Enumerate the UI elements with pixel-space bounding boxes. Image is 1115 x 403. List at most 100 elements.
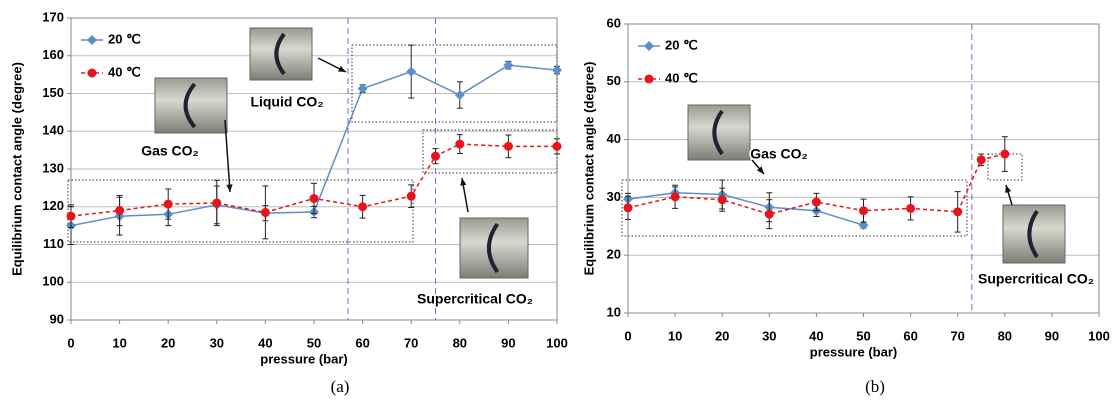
annotation: Gas CO₂ [141, 143, 199, 159]
legend-label: 40 ℃ [665, 70, 698, 85]
legend-marker [644, 41, 654, 51]
y-tick-label: 110 [43, 236, 64, 251]
annotation: Supercritical CO₂ [417, 291, 533, 307]
point [503, 141, 513, 151]
x-tick-label: 100 [546, 335, 568, 350]
annotation: Liquid CO₂ [250, 94, 323, 110]
x-tick-label: 10 [112, 335, 126, 350]
legend-label: 40 ℃ [108, 64, 141, 79]
y-tick-label: 40 [607, 131, 621, 146]
x-axis-label: pressure (bar) [260, 351, 347, 366]
point [406, 191, 416, 201]
y-tick-label: 10 [607, 304, 621, 319]
arrow-head [1005, 185, 1012, 193]
x-tick-label: 10 [668, 328, 682, 343]
droplet-edge [183, 82, 197, 129]
annotation: Supercritical CO₂ [978, 271, 1094, 287]
x-tick-label: 100 [1088, 328, 1110, 343]
legend-marker [87, 68, 97, 78]
y-tick-label: 20 [607, 247, 621, 262]
point [309, 193, 319, 203]
y-tick-label: 30 [607, 189, 621, 204]
series-line [70, 143, 557, 217]
x-tick-label: 60 [355, 335, 369, 350]
point [163, 199, 173, 209]
arrow-head [756, 166, 764, 174]
series-line [627, 192, 864, 226]
point [115, 206, 125, 216]
region-box [621, 179, 968, 237]
y-tick-label: 130 [42, 160, 64, 175]
x-tick-label: 80 [998, 328, 1012, 343]
y-axis-label: Equilibrium contact angle (degree) [581, 62, 596, 276]
point [859, 206, 868, 216]
droplet-edge [1027, 209, 1039, 259]
x-tick-label: 0 [624, 328, 631, 343]
arrow-head [460, 178, 467, 186]
point [953, 207, 963, 217]
point [764, 209, 774, 219]
region-box [422, 129, 558, 174]
legend-marker [644, 74, 654, 84]
x-tick-label: 40 [258, 335, 272, 350]
y-tick-label: 160 [42, 47, 64, 62]
droplet-edge [274, 32, 286, 76]
region-box [987, 153, 1023, 181]
point [552, 141, 562, 151]
y-tick-label: 140 [42, 123, 64, 138]
y-tick-label: 150 [42, 85, 64, 100]
legend-marker [87, 35, 97, 45]
point [357, 83, 368, 94]
x-tick-label: 90 [501, 335, 515, 350]
x-tick-label: 20 [715, 328, 729, 343]
arrow [224, 119, 231, 193]
y-tick-label: 60 [607, 15, 621, 30]
point [260, 207, 270, 217]
y-tick-label: 170 [42, 9, 64, 24]
caption: (b) [865, 377, 885, 396]
plot-frame [627, 23, 1100, 314]
x-tick-label: 80 [453, 335, 467, 350]
x-tick-label: 70 [404, 335, 418, 350]
x-axis-label: pressure (bar) [810, 344, 897, 359]
region-box [67, 179, 414, 243]
x-tick-label: 40 [809, 328, 823, 343]
region-box [351, 44, 558, 123]
point [455, 139, 465, 149]
point [358, 202, 368, 212]
x-tick-label: 0 [67, 335, 74, 350]
y-tick-label: 100 [42, 274, 64, 289]
x-tick-label: 60 [903, 328, 917, 343]
x-tick-label: 50 [307, 335, 321, 350]
y-tick-label: 50 [607, 73, 621, 88]
caption: (a) [331, 377, 350, 396]
point [1000, 149, 1010, 159]
x-tick-label: 20 [161, 335, 175, 350]
droplet-edge [712, 109, 724, 156]
point [66, 211, 76, 221]
point [212, 198, 222, 208]
y-tick-label: 120 [42, 198, 64, 213]
point [670, 192, 680, 202]
point [431, 151, 440, 161]
point [406, 66, 417, 77]
point [717, 195, 727, 205]
x-tick-label: 50 [856, 328, 870, 343]
y-axis-label: Equilibrium contact angle (degree) [9, 62, 24, 276]
point [503, 60, 514, 71]
y-tick-label: 90 [50, 311, 64, 326]
point [454, 90, 465, 101]
legend-label: 20 ℃ [108, 31, 141, 46]
point [811, 197, 821, 207]
x-tick-label: 30 [210, 335, 224, 350]
annotation: Gas CO₂ [750, 146, 808, 162]
legend-label: 20 ℃ [665, 37, 698, 52]
point [906, 203, 916, 213]
x-tick-label: 90 [1045, 328, 1059, 343]
arrow-head [338, 65, 346, 72]
point [976, 155, 986, 165]
x-tick-label: 70 [950, 328, 964, 343]
series-line [627, 153, 1005, 215]
